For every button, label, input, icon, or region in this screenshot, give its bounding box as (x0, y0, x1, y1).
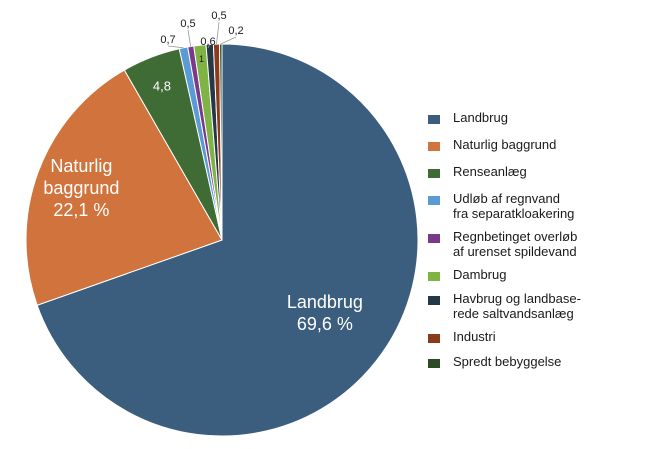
legend-label: Udløb af regnvand fra separatkloakering (453, 191, 575, 221)
legend-label: Dambrug (453, 267, 507, 282)
legend-swatch (428, 115, 440, 124)
legend-item-regnbetinget-overl-b-af-urenset-spildevand: Regnbetinget overløb af urenset spildeva… (428, 229, 640, 259)
slice-label-dambrug: 1 (199, 54, 204, 64)
legend-swatch (428, 196, 440, 205)
legend-item-spredt-bebyggelse: Spredt bebyggelse (428, 354, 640, 369)
legend: Landbrug Naturlig baggrund Renseanlæg Udløb… (428, 110, 640, 369)
slice-label-spredt-bebyggelse: 0,2 (228, 25, 243, 37)
legend-item-landbrug: Landbrug (428, 110, 640, 125)
legend-swatch (428, 296, 440, 305)
slice-label-udl-b-af-regnvand-fra-separatkloakering: 0,7 (160, 34, 175, 46)
leader-lines (167, 21, 237, 49)
legend-label: Landbrug (453, 110, 508, 125)
leader-line-industri (216, 21, 220, 45)
leader-line-regnbetinget-overl-b-af-urenset-spildevand (187, 29, 192, 47)
legend-item-renseanl-g: Renseanlæg (428, 164, 640, 179)
slice-label-landbrug: Landbrug 69,6 % (287, 292, 363, 334)
slice-label-naturlig-baggrund: Naturlig baggrund 22,1 % (43, 156, 119, 220)
slice-label-industri: 0,5 (211, 10, 226, 22)
legend-item-industri: Industri (428, 329, 640, 344)
slice-label-renseanl-g: 4,8 (153, 78, 171, 93)
legend-swatch (428, 334, 440, 343)
legend-swatch (428, 142, 440, 151)
slice-label-regnbetinget-overl-b-af-urenset-spildevand: 0,5 (180, 18, 195, 30)
legend-item-dambrug: Dambrug (428, 267, 640, 282)
legend-label: Naturlig baggrund (453, 137, 557, 152)
legend-label: Spredt bebyggelse (453, 354, 562, 369)
legend-label: Havbrug og landbase- rede saltvandsanlæg (453, 291, 581, 321)
leader-line-udl-b-af-regnvand-fra-separatkloakering (167, 45, 184, 49)
legend-swatch (428, 234, 440, 243)
legend-item-naturlig-baggrund: Naturlig baggrund (428, 137, 640, 152)
legend-swatch (428, 359, 440, 368)
legend-swatch (428, 169, 440, 178)
pie-slice-landbrug (36, 43, 419, 437)
legend-label: Regnbetinget overløb af urenset spildeva… (453, 229, 578, 259)
slice-label-havbrug-og-landbaserede-saltvandsanl-g: 0,6 (200, 36, 215, 48)
pie-slice-naturlig-baggrund (25, 69, 223, 306)
legend-item-udl-b-af-regnvand-fra-separatkloakering: Udløb af regnvand fra separatkloakering (428, 191, 640, 221)
legend-label: Renseanlæg (453, 164, 527, 179)
pie-slice-spredt-bebyggelse (219, 43, 223, 241)
pie-slices (25, 43, 419, 437)
leader-line-spredt-bebyggelse (220, 36, 237, 45)
legend-swatch (428, 272, 440, 281)
legend-label: Industri (453, 329, 496, 344)
leader-line-havbrug-og-landbaserede-saltvandsanl-g (207, 44, 211, 49)
slice-labels: Landbrug 69,6 % Naturlig baggrund 22,1 % 4,8 0… (43, 10, 363, 334)
legend-item-havbrug-og-landbase-rede-saltvandsanl-g: Havbrug og landbase- rede saltvandsanlæg (428, 291, 640, 321)
